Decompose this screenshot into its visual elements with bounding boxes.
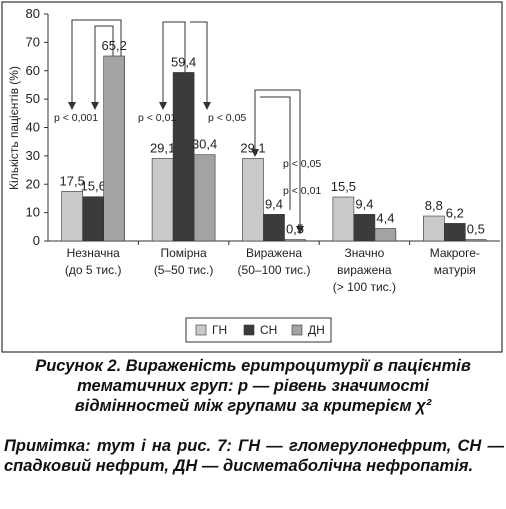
x-tick-label-line: (5–50 тис.) xyxy=(154,263,214,277)
bar xyxy=(172,72,195,242)
annotation: p < 0,01 xyxy=(138,112,176,124)
value-label: 4,4 xyxy=(376,211,394,226)
x-tick-label-line: Помірна xyxy=(160,246,207,260)
bar xyxy=(374,228,397,242)
value-label: 9,4 xyxy=(265,196,283,211)
bar xyxy=(443,223,466,242)
bar xyxy=(284,239,306,242)
legend-label: ГН xyxy=(212,323,227,337)
value-label: 0,5 xyxy=(467,222,485,237)
chart-frame xyxy=(1,1,503,353)
legend-frame xyxy=(185,317,332,343)
legend-swatch xyxy=(195,324,207,336)
value-label: 9,4 xyxy=(355,196,373,211)
x-tick-label-line: (50–100 тис.) xyxy=(238,263,311,277)
y-tick-label: 10 xyxy=(26,205,40,220)
value-label: 17,5 xyxy=(60,173,85,188)
value-label: 6,2 xyxy=(446,205,464,220)
value-label: 29,1 xyxy=(150,140,175,155)
y-axis-label: Кількість пацієнтів (%) xyxy=(7,66,21,190)
bar xyxy=(332,196,355,242)
value-label: 29,1 xyxy=(240,140,265,155)
value-label: 15,5 xyxy=(331,179,356,194)
x-tick-label: Помірна (5–50 тис.) xyxy=(154,246,214,277)
x-tick-label-line: виражена xyxy=(337,263,392,277)
y-tick-label: 40 xyxy=(26,120,40,135)
legend-swatch xyxy=(291,324,303,336)
bar xyxy=(464,239,487,242)
x-tick-label-line: Макроге- xyxy=(430,246,480,260)
bar xyxy=(422,215,445,242)
value-label: 0,5 xyxy=(286,222,304,237)
bar xyxy=(103,55,125,242)
annotation: p < 0,001 xyxy=(54,112,98,124)
annotation: p < 0,05 xyxy=(208,112,246,124)
value-label: 65,2 xyxy=(102,38,127,53)
x-tick-label: Макроге-матурія xyxy=(430,246,480,277)
x-tick-label-line: (до 5 тис.) xyxy=(65,263,122,277)
y-tick-label: 20 xyxy=(26,176,40,191)
value-label: 15,6 xyxy=(81,179,106,194)
x-tick-label-line: матурія xyxy=(434,263,476,277)
chart: Кількість пацієнтів (%) 0 10 20 30 40 50 60 70 8… xyxy=(1,1,503,353)
x-tick-label-line: Виражена xyxy=(246,246,302,260)
y-tick-label: 80 xyxy=(26,6,40,21)
annotation: p < 0,05 xyxy=(283,158,321,170)
caption-title: Рисунок 2. Вираженість еритроцитурії в п… xyxy=(35,357,471,415)
y-tick-label: 30 xyxy=(26,148,40,163)
caption-note: Примітка: тут і на рис. 7: ГН — гломерул… xyxy=(4,437,504,475)
y-tick-label: 50 xyxy=(26,91,40,106)
y-tick-label: 70 xyxy=(26,34,40,49)
bar xyxy=(151,158,174,242)
significance-brackets xyxy=(71,19,301,232)
value-label: 8,8 xyxy=(425,198,443,213)
x-tick-label: Виражена (50–100 тис.) xyxy=(238,246,311,277)
arrowheads xyxy=(68,102,304,234)
bar xyxy=(353,214,376,242)
x-tick-label-line: Значно xyxy=(344,246,384,260)
annotation: p < 0,01 xyxy=(283,185,321,197)
y-tick-label: 0 xyxy=(33,233,40,248)
legend-label: ДН xyxy=(308,323,325,337)
x-tick-label: Значно виражена (> 100 тис.) xyxy=(333,246,396,294)
value-label: 59,4 xyxy=(171,54,196,69)
bar xyxy=(61,191,84,242)
x-tick-label-line: Незначна xyxy=(67,246,120,260)
x-tick-label: Незначна (до 5 тис.) xyxy=(65,246,122,277)
bar xyxy=(263,214,285,242)
x-tick-label-line: (> 100 тис.) xyxy=(333,280,396,294)
y-tick-label: 60 xyxy=(26,63,40,78)
legend-label: СН xyxy=(260,323,277,337)
bar xyxy=(82,196,104,242)
value-label: 30,4 xyxy=(192,137,217,152)
legend-swatch xyxy=(243,324,255,336)
bar xyxy=(242,158,264,242)
bar xyxy=(193,154,216,242)
